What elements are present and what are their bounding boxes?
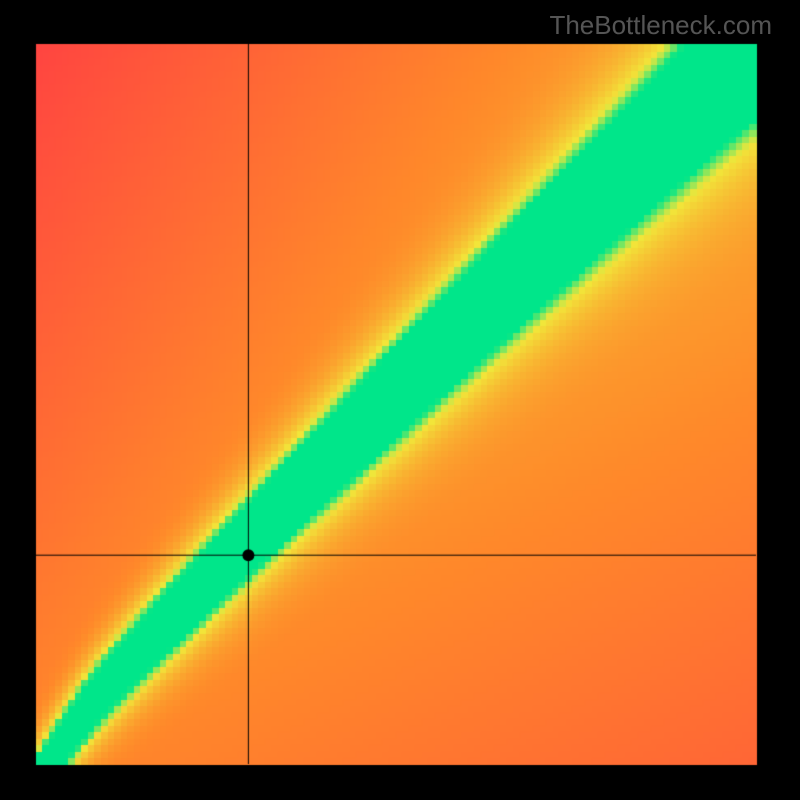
- bottleneck-heatmap: [0, 0, 800, 800]
- watermark-text: TheBottleneck.com: [549, 10, 772, 41]
- chart-container: TheBottleneck.com: [0, 0, 800, 800]
